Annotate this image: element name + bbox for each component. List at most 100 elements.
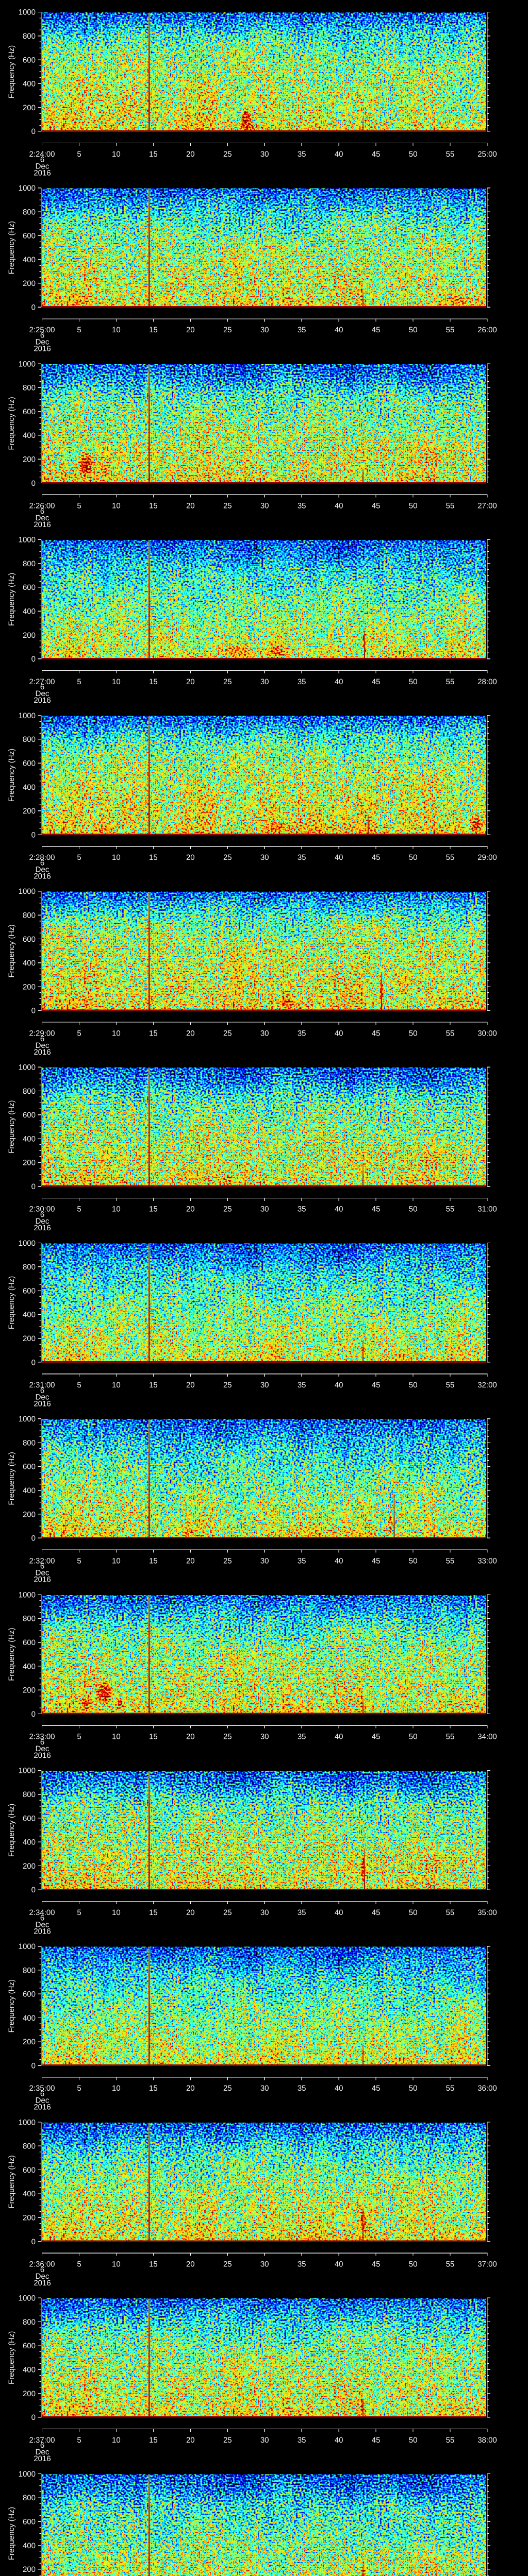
svg-text:55: 55 (446, 2084, 455, 2093)
svg-text:50: 50 (409, 502, 418, 511)
svg-text:50: 50 (409, 853, 418, 862)
svg-text:30: 30 (260, 1205, 269, 1214)
svg-text:Dec: Dec (36, 866, 50, 874)
svg-text:6: 6 (40, 1738, 44, 1747)
svg-text:30: 30 (260, 1381, 269, 1389)
svg-text:25: 25 (223, 1205, 232, 1214)
svg-text:28:00: 28:00 (477, 677, 497, 686)
svg-text:30: 30 (260, 1908, 269, 1917)
svg-text:35: 35 (298, 2084, 306, 2093)
svg-text:50: 50 (409, 2084, 418, 2093)
svg-text:36:00: 36:00 (477, 2084, 497, 2093)
svg-text:10: 10 (112, 2260, 121, 2269)
svg-text:Dec: Dec (36, 1041, 50, 1050)
svg-text:35: 35 (298, 150, 306, 159)
svg-text:2:33:00: 2:33:00 (29, 1733, 55, 1741)
svg-text:50: 50 (409, 2260, 418, 2269)
svg-text:35: 35 (298, 502, 306, 511)
svg-text:2:32:00: 2:32:00 (29, 1556, 55, 1565)
svg-text:29:00: 29:00 (477, 853, 497, 862)
svg-text:15: 15 (149, 677, 158, 686)
svg-text:6: 6 (40, 507, 44, 516)
svg-text:50: 50 (409, 1733, 418, 1741)
svg-text:35: 35 (298, 326, 306, 334)
svg-text:15: 15 (149, 2260, 158, 2269)
svg-text:20: 20 (186, 1556, 195, 1565)
svg-text:20: 20 (186, 677, 195, 686)
svg-text:50: 50 (409, 1908, 418, 1917)
svg-text:40: 40 (335, 2260, 343, 2269)
svg-text:55: 55 (446, 1908, 455, 1917)
svg-text:15: 15 (149, 1029, 158, 1038)
svg-text:40: 40 (335, 677, 343, 686)
svg-text:15: 15 (149, 1908, 158, 1917)
svg-text:6: 6 (40, 2090, 44, 2098)
svg-text:25: 25 (223, 502, 232, 511)
svg-text:2:36:00: 2:36:00 (29, 2260, 55, 2269)
svg-text:15: 15 (149, 2436, 158, 2445)
svg-text:15: 15 (149, 1205, 158, 1214)
svg-text:40: 40 (335, 1205, 343, 1214)
svg-text:25: 25 (223, 853, 232, 862)
svg-text:Dec: Dec (36, 1217, 50, 1226)
svg-text:10: 10 (112, 2436, 121, 2445)
svg-text:15: 15 (149, 853, 158, 862)
svg-text:55: 55 (446, 2260, 455, 2269)
svg-text:50: 50 (409, 150, 418, 159)
svg-text:20: 20 (186, 2260, 195, 2269)
svg-text:45: 45 (372, 150, 381, 159)
svg-text:20: 20 (186, 1029, 195, 1038)
svg-text:25: 25 (223, 677, 232, 686)
svg-text:35: 35 (298, 1733, 306, 1741)
svg-text:10: 10 (112, 677, 121, 686)
svg-text:2016: 2016 (34, 2454, 51, 2463)
svg-text:20: 20 (186, 853, 195, 862)
svg-text:15: 15 (149, 2084, 158, 2093)
svg-text:2:30:00: 2:30:00 (29, 1205, 55, 1214)
svg-text:30: 30 (260, 2260, 269, 2269)
svg-text:5: 5 (77, 2084, 81, 2093)
svg-text:6: 6 (40, 1386, 44, 1395)
svg-text:35: 35 (298, 2436, 306, 2445)
svg-text:30: 30 (260, 677, 269, 686)
svg-text:10: 10 (112, 1733, 121, 1741)
svg-text:6: 6 (40, 155, 44, 164)
svg-text:2016: 2016 (34, 696, 51, 705)
svg-text:34:00: 34:00 (477, 1733, 497, 1741)
svg-text:5: 5 (77, 2260, 81, 2269)
svg-text:40: 40 (335, 1029, 343, 1038)
svg-text:10: 10 (112, 1381, 121, 1389)
svg-text:20: 20 (186, 1733, 195, 1741)
svg-text:45: 45 (372, 502, 381, 511)
svg-text:Dec: Dec (36, 2272, 50, 2281)
svg-text:50: 50 (409, 1381, 418, 1389)
svg-text:Dec: Dec (36, 2096, 50, 2105)
svg-text:31:00: 31:00 (477, 1205, 497, 1214)
svg-text:35:00: 35:00 (477, 1908, 497, 1917)
svg-text:27:00: 27:00 (477, 502, 497, 511)
svg-text:20: 20 (186, 2084, 195, 2093)
svg-text:Dec: Dec (36, 162, 50, 171)
svg-text:45: 45 (372, 2436, 381, 2445)
svg-text:40: 40 (335, 1556, 343, 1565)
svg-text:35: 35 (298, 1556, 306, 1565)
svg-text:20: 20 (186, 1381, 195, 1389)
svg-text:6: 6 (40, 1210, 44, 1219)
svg-text:5: 5 (77, 1029, 81, 1038)
svg-text:15: 15 (149, 1556, 158, 1565)
svg-text:40: 40 (335, 853, 343, 862)
svg-text:30: 30 (260, 326, 269, 334)
svg-text:55: 55 (446, 502, 455, 511)
svg-text:30: 30 (260, 2084, 269, 2093)
svg-text:6: 6 (40, 859, 44, 868)
svg-text:45: 45 (372, 677, 381, 686)
svg-text:Dec: Dec (36, 514, 50, 522)
svg-text:Dec: Dec (36, 1569, 50, 1578)
svg-text:45: 45 (372, 1908, 381, 1917)
svg-text:20: 20 (186, 326, 195, 334)
svg-text:30:00: 30:00 (477, 1029, 497, 1038)
svg-text:20: 20 (186, 150, 195, 159)
svg-text:10: 10 (112, 1205, 121, 1214)
svg-text:5: 5 (77, 853, 81, 862)
svg-text:25:00: 25:00 (477, 150, 497, 159)
